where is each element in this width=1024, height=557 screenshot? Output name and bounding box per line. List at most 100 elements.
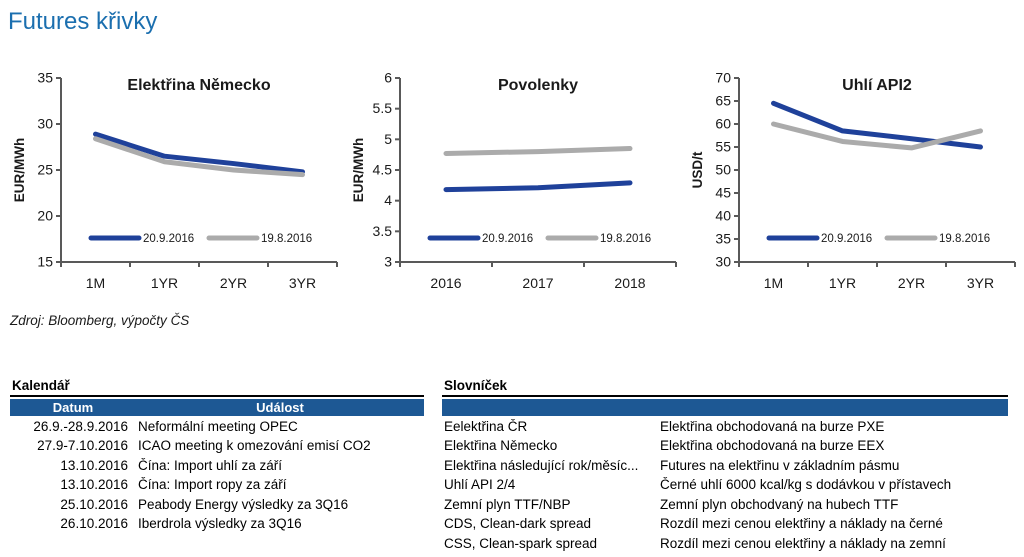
- series-line-20.9.2016: [93, 131, 305, 174]
- series-line-20.9.2016: [771, 100, 983, 150]
- glossary-term: CSS, Clean-spark spread: [444, 535, 598, 551]
- charts-row: 15 20 25 30 35 1M 1YR 2YR 3YR Elektřina Německo EU…: [11, 66, 1021, 299]
- table-row: Uhlí API 2/4 Černé uhlí 6000 kcal/kg s do…: [442, 475, 1008, 495]
- glossary-definition: Černé uhlí 6000 kcal/kg s dodávkou v pří…: [660, 477, 952, 493]
- chart-title: Elektřina Německo: [127, 77, 270, 94]
- y-tick-label: 50: [715, 161, 731, 177]
- calendar-date: 26.9.-28.9.2016: [33, 418, 128, 434]
- calendar-date: 25.10.2016: [60, 496, 128, 512]
- glossary-term: Elektřina následující rok/měsíc...: [444, 457, 639, 473]
- series-line-19.8.2016: [443, 145, 633, 156]
- legend-label: 19.8.2016: [939, 233, 990, 245]
- calendar-event: ICAO meeting k omezování emisí CO2: [138, 438, 371, 454]
- series-line-19.8.2016: [771, 121, 983, 151]
- y-tick-label: 55: [715, 138, 731, 154]
- chart-elektrina-nemecko-svg: 15 20 25 30 35 1M 1YR 2YR 3YR Elektřina Německo EU…: [12, 69, 338, 291]
- glossary-term: Uhlí API 2/4: [444, 477, 516, 493]
- calendar-date: 27.9-7.10.2016: [37, 438, 128, 454]
- table-row: Elektřina následující rok/měsíc... Future…: [442, 456, 1008, 476]
- table-row: Zemní plyn TTF/NBP Zemní plyn obchodvaný …: [442, 495, 1008, 515]
- page-title: Futures křivky: [8, 8, 158, 35]
- glossary-term: Zemní plyn TTF/NBP: [444, 496, 571, 512]
- y-tick-label: 5.5: [373, 100, 393, 116]
- y-tick-label: 4.5: [373, 161, 393, 177]
- glossary-section: Slovníček Eelektřina ČR Elektřina obchodo…: [442, 378, 1008, 554]
- table-row: 13.10.2016 Čína: Import uhlí za září: [10, 456, 424, 476]
- glossary-header-row: [442, 398, 1008, 416]
- chart-povolenky: 3 3.5 4 4.5 5 5.5 6 2016 2017 2018 Povolenky EUR/MW…: [350, 66, 682, 299]
- calendar-header-row: Datum Událost: [10, 398, 424, 416]
- chart-title: Uhlí API2: [842, 77, 912, 94]
- table-row: 26.9.-28.9.2016 Neformální meeting OPEC: [10, 417, 424, 437]
- glossary-term: Eelektřina ČR: [444, 418, 528, 434]
- table-row: Elektřina Německo Elektřina obchodovaná n…: [442, 436, 1008, 456]
- series-line-19.8.2016: [93, 135, 305, 177]
- glossary-definition: Futures na elektřinu v základním pásmu: [660, 457, 900, 473]
- calendar-column-udalost: Událost: [256, 399, 304, 415]
- calendar-rows: 26.9.-28.9.2016 Neformální meeting OPEC 27…: [10, 417, 424, 534]
- chart-title: Povolenky: [498, 77, 578, 94]
- calendar-date: 13.10.2016: [60, 457, 128, 473]
- x-tick-label: 2YR: [220, 275, 247, 291]
- x-tick-label: 2017: [522, 275, 553, 291]
- x-tick-label: 3YR: [289, 275, 316, 291]
- calendar-heading: Kalendář: [10, 378, 424, 397]
- calendar-section: Kalendář Datum Událost 26.9.-28.9.2016 Ne…: [10, 378, 424, 554]
- x-tick-label: 1M: [86, 275, 105, 291]
- glossary-definition: Elektřina obchodovaná na burze EEX: [660, 438, 885, 454]
- y-tick-label: 4: [384, 192, 392, 208]
- x-tick-label: 2016: [430, 275, 461, 291]
- y-tick-label: 20: [37, 207, 53, 223]
- glossary-definition: Zemní plyn obchodvaný na hubech TTF: [660, 496, 899, 512]
- chart-povolenky-svg: 3 3.5 4 4.5 5 5.5 6 2016 2017 2018 Povolenky EUR/MW…: [351, 69, 677, 291]
- table-row: 25.10.2016 Peabody Energy výsledky za 3Q1…: [10, 495, 424, 515]
- glossary-rows: Eelektřina ČR Elektřina obchodovaná na bu…: [442, 417, 1008, 554]
- y-tick-label: 5: [384, 130, 392, 146]
- calendar-column-datum: Datum: [52, 399, 94, 415]
- y-tick-label: 60: [715, 115, 731, 131]
- y-tick-label: 35: [37, 69, 53, 85]
- glossary-term: CDS, Clean-dark spread: [444, 516, 592, 532]
- source-note: Zdroj: Bloomberg, výpočty ČS: [10, 312, 190, 328]
- table-row: CDS, Clean-dark spread Rozdíl mezi cenou …: [442, 514, 1008, 534]
- x-tick-label: 1YR: [829, 275, 856, 291]
- legend-label: 20.9.2016: [821, 233, 872, 245]
- calendar-event: Čína: Import ropy za září: [138, 477, 287, 493]
- y-tick-label: 65: [715, 92, 731, 108]
- chart-uhli-api2-svg: 30 35 40 45 50 55 60 65 70 1M 1YR 2YR 3YR Uhlí API2 US…: [690, 69, 1016, 291]
- glossary-definition: Rozdíl mezi cenou elektřiny a náklady na…: [660, 516, 943, 532]
- legend-label: 20.9.2016: [482, 233, 533, 245]
- legend-label: 19.8.2016: [261, 233, 312, 245]
- y-tick-label: 35: [715, 230, 731, 246]
- glossary-definition: Elektřina obchodovaná na burze PXE: [660, 418, 885, 434]
- table-row: 13.10.2016 Čína: Import ropy za září: [10, 475, 424, 495]
- y-tick-label: 70: [715, 69, 731, 85]
- table-row: Eelektřina ČR Elektřina obchodovaná na bu…: [442, 417, 1008, 437]
- calendar-event: Čína: Import uhlí za září: [138, 457, 283, 473]
- x-tick-label: 3YR: [967, 275, 994, 291]
- glossary-definition: Rozdíl mezi cenou elektřiny a náklady na…: [660, 535, 946, 551]
- table-row: CSS, Clean-spark spread Rozdíl mezi cenou…: [442, 534, 1008, 554]
- chart-elektrina-nemecko: 15 20 25 30 35 1M 1YR 2YR 3YR Elektřina Německo EU…: [11, 66, 343, 299]
- calendar-date: 13.10.2016: [60, 477, 128, 493]
- x-tick-label: 2YR: [898, 275, 925, 291]
- tables-row: Kalendář Datum Událost 26.9.-28.9.2016 Ne…: [10, 378, 1014, 554]
- calendar-event: Neformální meeting OPEC: [138, 418, 298, 434]
- y-axis-label: EUR/MWh: [351, 137, 366, 202]
- table-row: 26.10.2016 Iberdrola výsledky za 3Q16: [10, 514, 424, 534]
- y-axis-label: EUR/MWh: [12, 137, 27, 202]
- glossary-heading: Slovníček: [442, 378, 1008, 397]
- legend-label: 19.8.2016: [600, 233, 651, 245]
- y-tick-label: 30: [37, 115, 53, 131]
- y-tick-label: 3: [384, 253, 392, 269]
- table-row: 27.9-7.10.2016 ICAO meeting k omezování e…: [10, 436, 424, 456]
- x-tick-label: 1YR: [151, 275, 178, 291]
- calendar-event: Peabody Energy výsledky za 3Q16: [138, 496, 349, 512]
- y-tick-label: 6: [384, 69, 392, 85]
- y-axis-label: USD/t: [690, 151, 705, 188]
- y-tick-label: 15: [37, 253, 53, 269]
- y-tick-label: 30: [715, 253, 731, 269]
- y-tick-label: 45: [715, 184, 731, 200]
- chart-uhli-api2: 30 35 40 45 50 55 60 65 70 1M 1YR 2YR 3YR Uhlí API2 US…: [689, 66, 1021, 299]
